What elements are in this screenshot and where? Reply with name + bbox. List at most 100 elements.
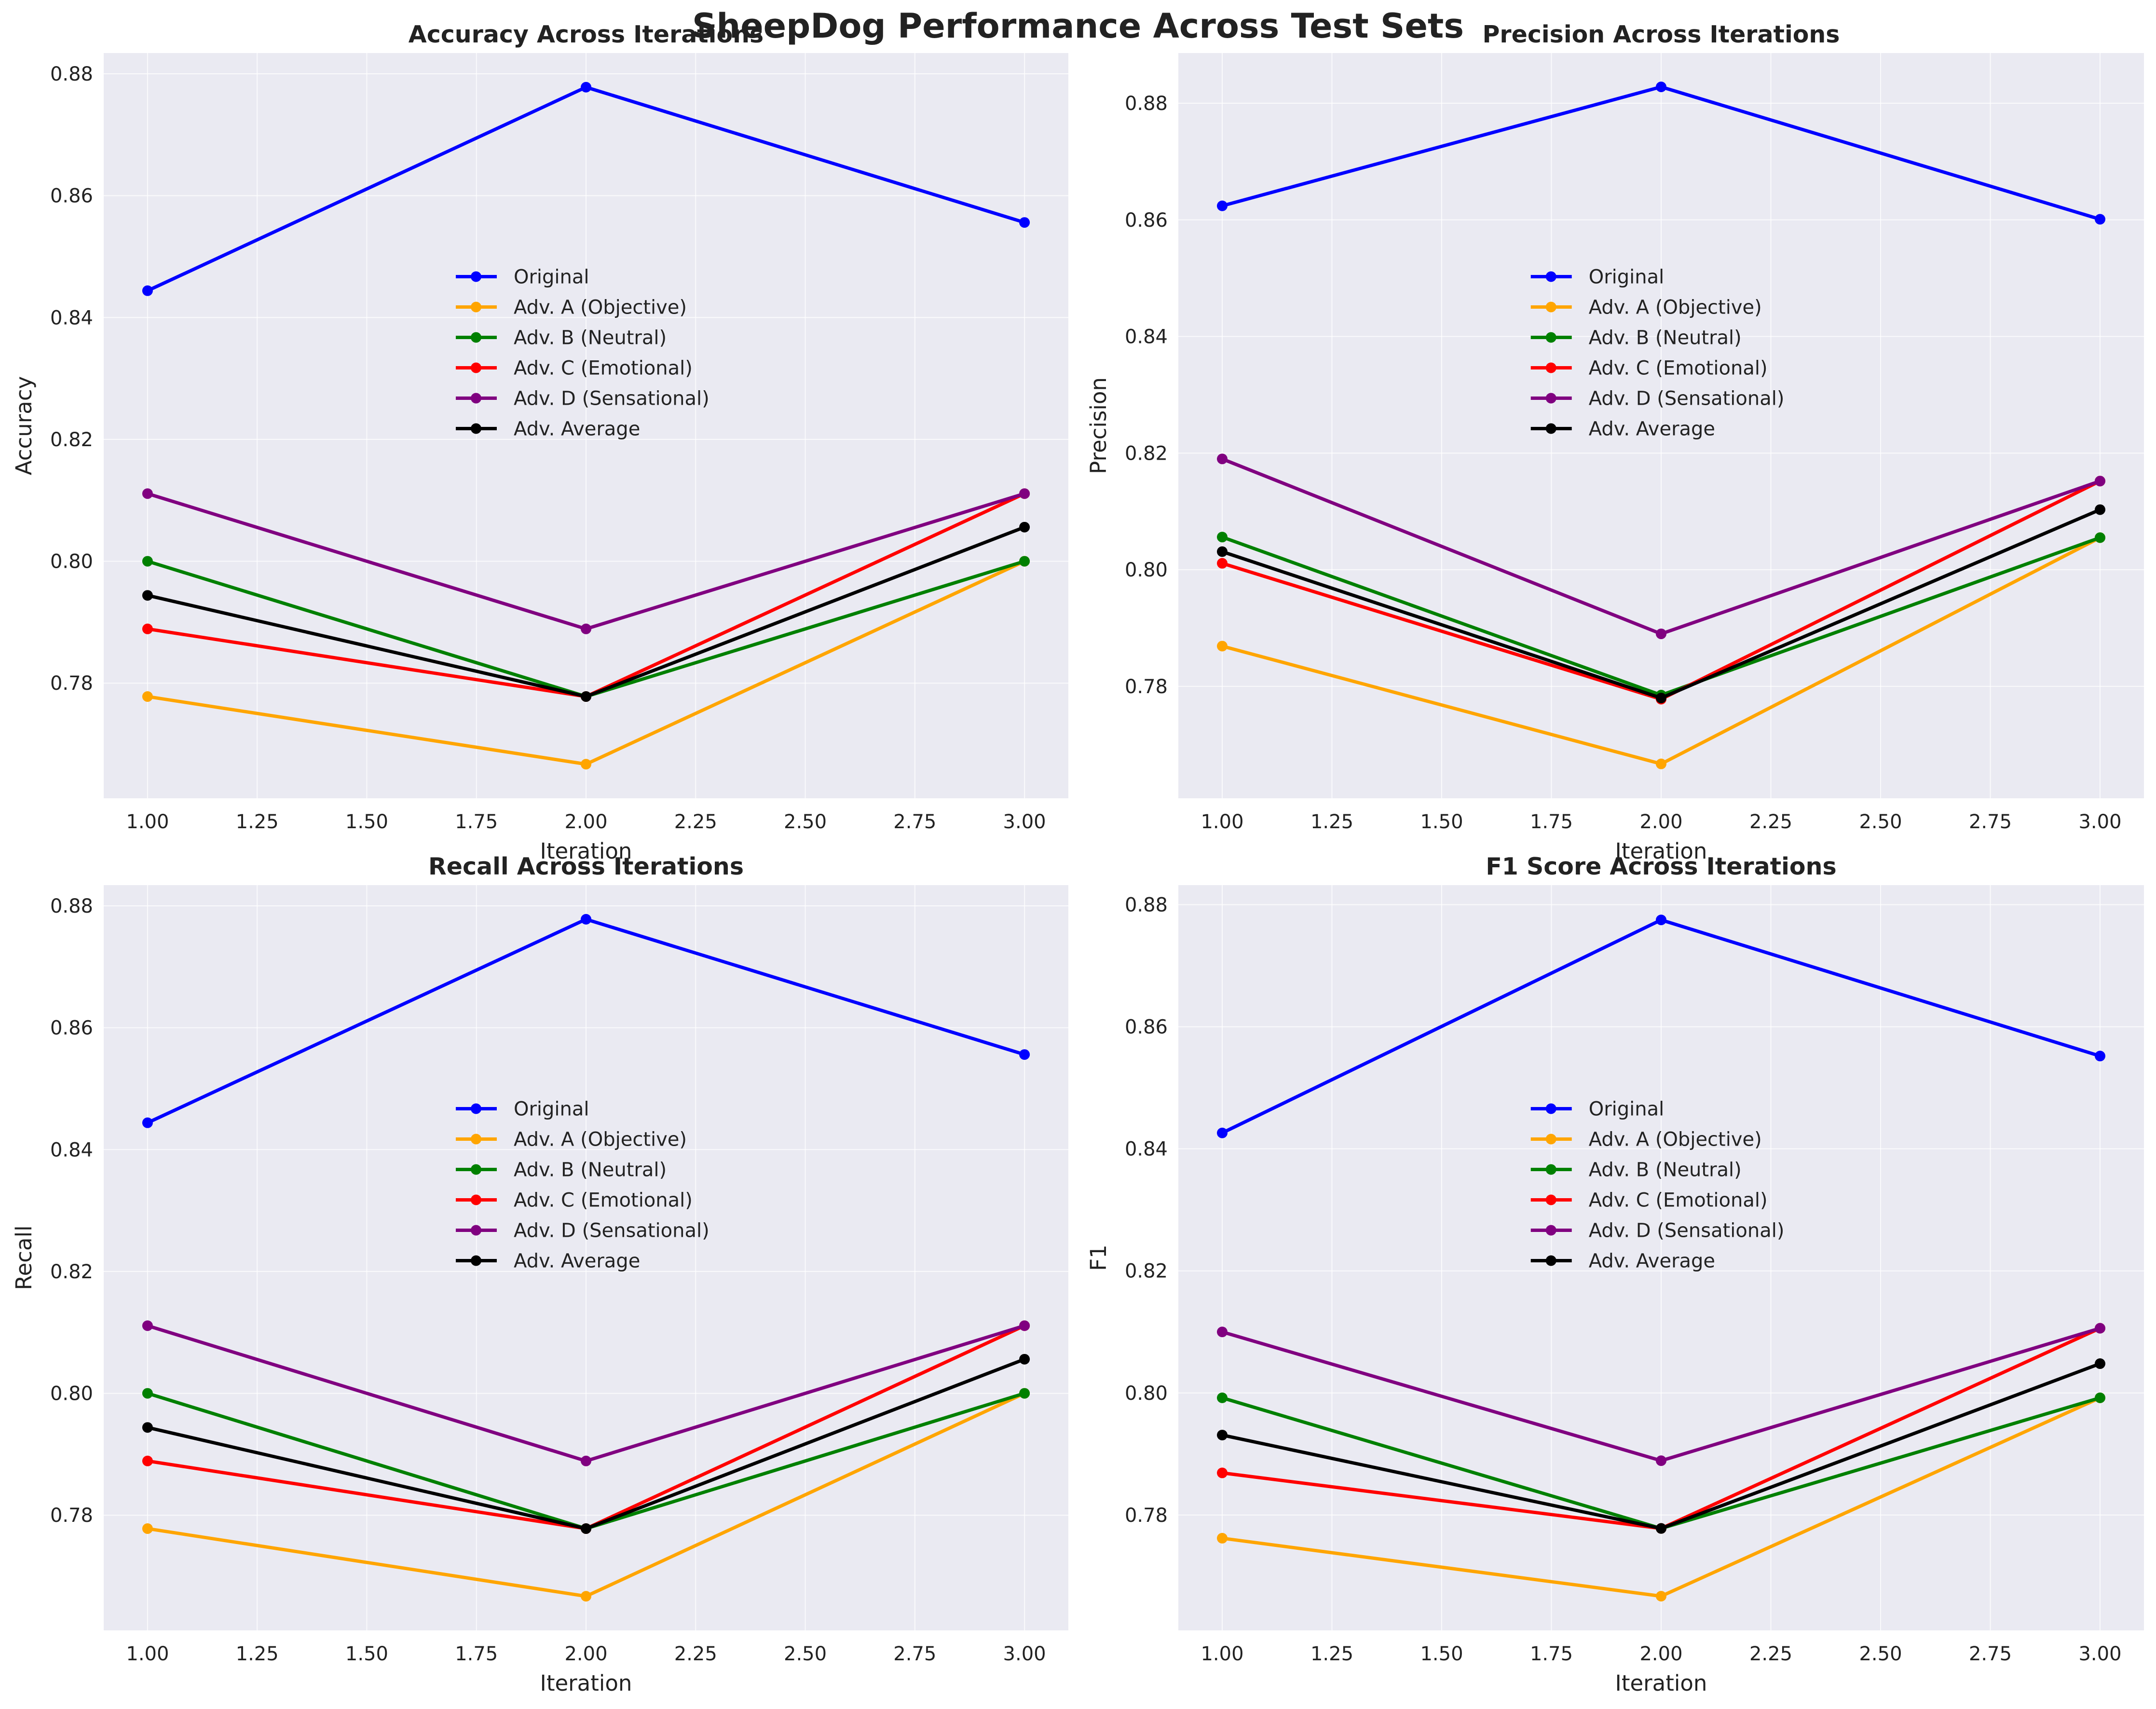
legend-label: Adv. C (Emotional) bbox=[514, 357, 693, 380]
data-point bbox=[2095, 1392, 2105, 1403]
legend-item: Adv. Average bbox=[456, 418, 640, 440]
legend-marker bbox=[1545, 1225, 1556, 1236]
data-point bbox=[1019, 1388, 1030, 1399]
data-point bbox=[142, 1388, 153, 1399]
data-point bbox=[1217, 546, 1228, 557]
legend-marker bbox=[1545, 362, 1556, 373]
legend-marker bbox=[1545, 393, 1556, 404]
legend-marker bbox=[1545, 1194, 1556, 1205]
legend-marker bbox=[471, 1225, 481, 1236]
x-tick-label: 1.50 bbox=[345, 811, 388, 833]
x-tick-label: 2.00 bbox=[564, 811, 607, 833]
x-tick-label: 2.25 bbox=[674, 811, 717, 833]
legend-item: Adv. Average bbox=[1530, 1250, 1715, 1272]
data-point bbox=[581, 1523, 591, 1534]
data-point bbox=[1656, 1591, 1666, 1602]
x-tick-label: 2.75 bbox=[1969, 811, 2012, 833]
data-point bbox=[1217, 200, 1228, 211]
legend-marker bbox=[471, 1164, 481, 1175]
legend-item: Adv. C (Emotional) bbox=[456, 1189, 693, 1212]
series-adv-a-objective bbox=[142, 556, 1030, 770]
data-point bbox=[581, 914, 591, 925]
subplot-2: 1.00 1.25 1.50 1.75 2.00 2.25 2.50 2.75 3.00 0.78… bbox=[1086, 21, 2144, 864]
legend-marker bbox=[1545, 1134, 1556, 1145]
subplot-title: F1 Score Across Iterations bbox=[1486, 853, 1836, 880]
series-adv-average bbox=[1217, 1358, 2105, 1534]
x-tick-label: 3.00 bbox=[2078, 811, 2121, 833]
legend: Original Adv. A (Objective) Adv. B (Neutra… bbox=[456, 266, 710, 440]
legend-marker bbox=[471, 423, 481, 434]
y-tick-label: 0.88 bbox=[1125, 894, 1168, 916]
y-tick-label: 0.78 bbox=[50, 672, 93, 695]
figure-title: SheepDog Performance Across Test Sets bbox=[692, 6, 1464, 46]
legend-item: Adv. D (Sensational) bbox=[456, 1220, 710, 1242]
x-tick-label: 1.75 bbox=[1530, 811, 1573, 833]
legend-label: Original bbox=[514, 266, 589, 288]
data-point bbox=[1656, 1523, 1666, 1534]
legend-label: Adv. A (Objective) bbox=[514, 297, 687, 319]
y-tick-label: 0.82 bbox=[1125, 442, 1168, 465]
legend-label: Adv. C (Emotional) bbox=[1589, 357, 1768, 380]
y-tick-label: 0.78 bbox=[50, 1504, 93, 1527]
legend-label: Adv. A (Objective) bbox=[1589, 297, 1762, 319]
x-tick-label: 1.25 bbox=[1310, 811, 1353, 833]
y-tick-label: 0.86 bbox=[1125, 1016, 1168, 1039]
series-adv-average bbox=[1217, 504, 2105, 704]
data-point bbox=[142, 1523, 153, 1534]
subplots-grid: 1.00 1.25 1.50 1.75 2.00 2.25 2.50 2.75 3.00 0.78… bbox=[11, 21, 2144, 1696]
y-axis-label: F1 bbox=[1086, 1244, 1111, 1271]
legend-marker bbox=[471, 332, 481, 343]
legend: Original Adv. A (Objective) Adv. B (Neutra… bbox=[1530, 1098, 1784, 1272]
legend-label: Adv. A (Objective) bbox=[514, 1129, 687, 1151]
legend-label: Adv. D (Sensational) bbox=[514, 1220, 710, 1242]
x-tick-label: 3.00 bbox=[1003, 1643, 1046, 1665]
series-adv-d-sensational bbox=[142, 1320, 1030, 1466]
data-point bbox=[142, 691, 153, 702]
legend-item: Adv. Average bbox=[456, 1250, 640, 1272]
legend-marker bbox=[1545, 1103, 1556, 1114]
x-tick-label: 1.25 bbox=[236, 811, 279, 833]
subplot-title: Accuracy Across Iterations bbox=[409, 21, 764, 48]
x-tick-label: 1.00 bbox=[1201, 1643, 1243, 1665]
data-point bbox=[581, 1591, 591, 1602]
x-tick-label: 2.50 bbox=[1859, 1643, 1902, 1665]
data-point bbox=[1019, 488, 1030, 499]
series-adv-d-sensational bbox=[1217, 1323, 2105, 1466]
legend: Original Adv. A (Objective) Adv. B (Neutra… bbox=[456, 1098, 710, 1272]
data-point bbox=[581, 82, 591, 93]
y-tick-label: 0.88 bbox=[50, 895, 93, 917]
legend-label: Original bbox=[1589, 266, 1665, 288]
legend-label: Adv. Average bbox=[1589, 1250, 1715, 1272]
y-tick-label: 0.82 bbox=[50, 1261, 93, 1283]
legend-item: Adv. Average bbox=[1530, 418, 1715, 440]
x-tick-label: 3.00 bbox=[2078, 1643, 2121, 1665]
data-point bbox=[142, 590, 153, 601]
y-tick-label: 0.78 bbox=[1125, 676, 1168, 698]
data-point bbox=[1656, 693, 1666, 704]
y-tick-label: 0.88 bbox=[50, 63, 93, 85]
data-point bbox=[1019, 1320, 1030, 1331]
legend-label: Adv. B (Neutral) bbox=[1589, 1159, 1742, 1181]
legend-label: Adv. B (Neutral) bbox=[514, 1159, 667, 1181]
y-tick-label: 0.82 bbox=[1125, 1260, 1168, 1283]
data-point bbox=[1217, 453, 1228, 465]
data-point bbox=[1019, 1354, 1030, 1365]
legend-label: Adv. C (Emotional) bbox=[514, 1189, 693, 1212]
data-point bbox=[142, 285, 153, 296]
y-axis-label: Accuracy bbox=[11, 376, 37, 475]
series-adv-d-sensational bbox=[142, 488, 1030, 634]
legend-marker bbox=[471, 1103, 481, 1114]
data-point bbox=[2095, 476, 2105, 487]
legend-label: Original bbox=[1589, 1098, 1665, 1121]
legend-marker bbox=[1545, 332, 1556, 343]
y-axis-label: Precision bbox=[1086, 377, 1111, 474]
series-original bbox=[142, 82, 1030, 296]
legend-marker bbox=[471, 362, 481, 373]
x-axis-label: Iteration bbox=[1615, 1670, 1707, 1696]
data-point bbox=[1656, 1455, 1666, 1466]
legend-marker bbox=[1545, 1164, 1556, 1175]
subplot-1: 1.00 1.25 1.50 1.75 2.00 2.25 2.50 2.75 3.00 0.78… bbox=[11, 21, 1068, 864]
x-tick-label: 2.50 bbox=[784, 1643, 827, 1665]
y-tick-label: 0.80 bbox=[50, 551, 93, 573]
